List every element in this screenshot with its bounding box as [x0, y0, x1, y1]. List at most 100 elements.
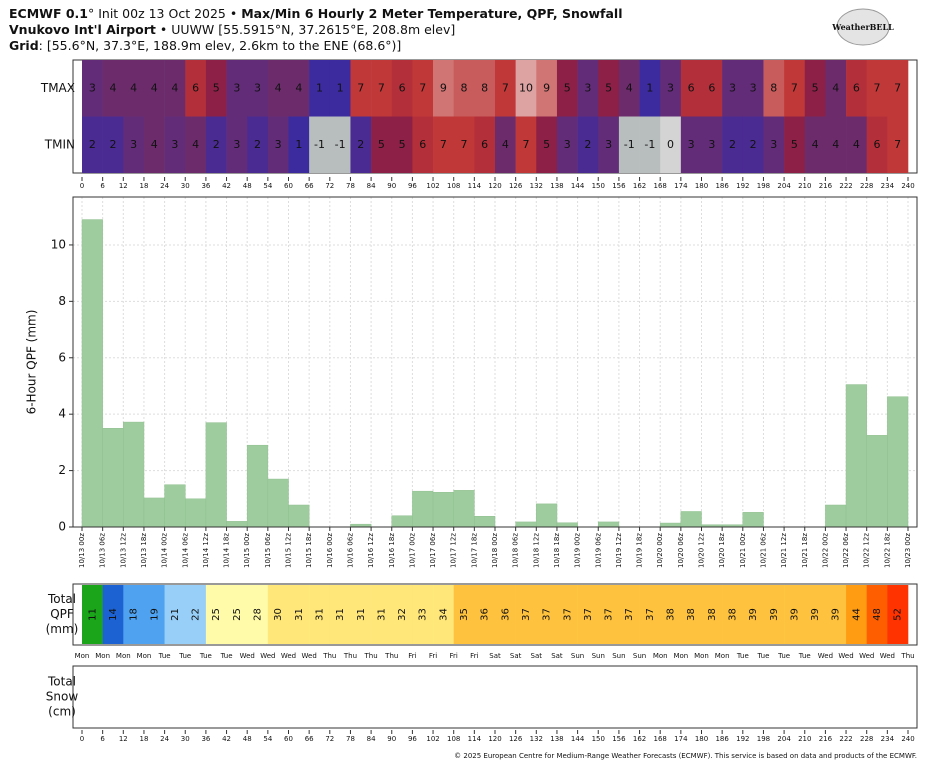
temp-cell [722, 60, 744, 117]
temp-cell [185, 116, 207, 173]
bar [164, 484, 186, 528]
temp-cell [226, 60, 248, 117]
temp-label: 3 [729, 81, 736, 94]
total-label: 31 [294, 608, 305, 621]
logo: WeatherBELL [831, 22, 894, 32]
bar [515, 521, 537, 528]
x-tick-label: 48 [243, 735, 252, 743]
temp-cell [866, 116, 888, 173]
temp-label: 4 [295, 81, 302, 94]
temp-cell [391, 60, 413, 117]
temp-label: 2 [729, 138, 736, 151]
temp-label: 5 [791, 138, 798, 151]
x-tick-label: 10/20 18z [718, 533, 726, 568]
temp-cell [329, 116, 351, 173]
y-tick-label: 8 [58, 294, 66, 308]
total-cell [556, 585, 578, 644]
total-label: 38 [666, 608, 677, 621]
day-label: Thu [364, 652, 378, 660]
total-label: 38 [707, 608, 718, 621]
x-tick-label: 144 [571, 735, 585, 743]
temp-label: 3 [667, 81, 674, 94]
day-label: Sat [551, 652, 563, 660]
total-label: 37 [583, 608, 594, 621]
total-cell [866, 585, 888, 644]
temp-label: 4 [275, 81, 282, 94]
total-label: 36 [480, 608, 491, 621]
total-label: 21 [170, 608, 181, 621]
day-label: Wed [880, 652, 895, 660]
x-tick-label: 10/16 12z [367, 533, 375, 568]
x-tick-label: 84 [367, 182, 376, 190]
temp-cell [515, 116, 537, 173]
x-tick-label: 10/18 06z [512, 533, 520, 568]
bar [81, 219, 103, 528]
temp-cell [660, 60, 682, 117]
temp-cell [701, 60, 723, 117]
bar [536, 503, 558, 528]
temp-cell [350, 60, 372, 117]
x-tick-label: 10/22 18z [883, 533, 891, 568]
day-label: Sat [489, 652, 501, 660]
x-tick-label: 222 [839, 182, 852, 190]
temp-label: 4 [171, 81, 178, 94]
total-cell [226, 585, 248, 644]
x-tick-label: 10/13 00z [78, 533, 86, 568]
x-tick-label: 120 [488, 182, 501, 190]
x-tick-label: 10/16 06z [346, 533, 354, 568]
total-cell [164, 585, 186, 644]
temp-cell [722, 116, 744, 173]
temp-label: -1 [624, 138, 635, 151]
x-tick-label: 10/17 00z [408, 533, 416, 568]
temp-cell [784, 60, 806, 117]
x-tick-label: 174 [674, 735, 688, 743]
temp-cell [329, 60, 351, 117]
bar [866, 435, 888, 528]
temp-label: 9 [440, 81, 447, 94]
total-cell [846, 585, 867, 644]
total-cell [742, 585, 764, 644]
x-tick-label: 96 [408, 182, 417, 190]
bar [143, 497, 165, 528]
day-label: Mon [673, 652, 688, 660]
day-label: Thu [900, 652, 914, 660]
panel-label: (cm) [48, 705, 76, 719]
temp-label: 7 [791, 81, 798, 94]
bar [391, 515, 413, 528]
x-tick-label: 36 [201, 735, 210, 743]
temp-label: 8 [481, 81, 488, 94]
total-label: 32 [397, 608, 408, 621]
x-tick-label: 108 [447, 182, 460, 190]
temp-cell [846, 116, 867, 173]
temp-label: 7 [461, 138, 468, 151]
x-tick-label: 10/18 12z [532, 533, 540, 568]
x-tick-label: 10/14 12z [202, 533, 210, 568]
day-label: Wed [240, 652, 255, 660]
x-tick-label: 10/13 06z [99, 533, 107, 568]
temp-cell [866, 60, 888, 117]
total-label: 44 [851, 608, 862, 621]
x-tick-label: 10/13 18z [140, 533, 148, 568]
bar [185, 498, 207, 528]
temp-cell [784, 116, 806, 173]
x-tick-label: 228 [860, 735, 873, 743]
temp-label: 5 [213, 81, 220, 94]
x-tick-label: 156 [612, 735, 626, 743]
temp-cell [763, 60, 785, 117]
x-tick-label: 186 [715, 182, 729, 190]
panel-frame [72, 665, 918, 729]
x-tick-label: 90 [387, 735, 396, 743]
total-label: 38 [686, 608, 697, 621]
x-tick-label: 18 [139, 735, 148, 743]
x-tick-label: 36 [201, 182, 210, 190]
bar [659, 522, 682, 528]
day-label: Tue [220, 652, 233, 660]
temp-cell [680, 60, 702, 117]
logo-badge [836, 8, 890, 46]
total-label: 37 [604, 608, 615, 621]
temp-cell [288, 116, 310, 173]
total-cell [639, 585, 661, 644]
temp-cell [247, 60, 269, 117]
temp-label: 7 [440, 138, 447, 151]
